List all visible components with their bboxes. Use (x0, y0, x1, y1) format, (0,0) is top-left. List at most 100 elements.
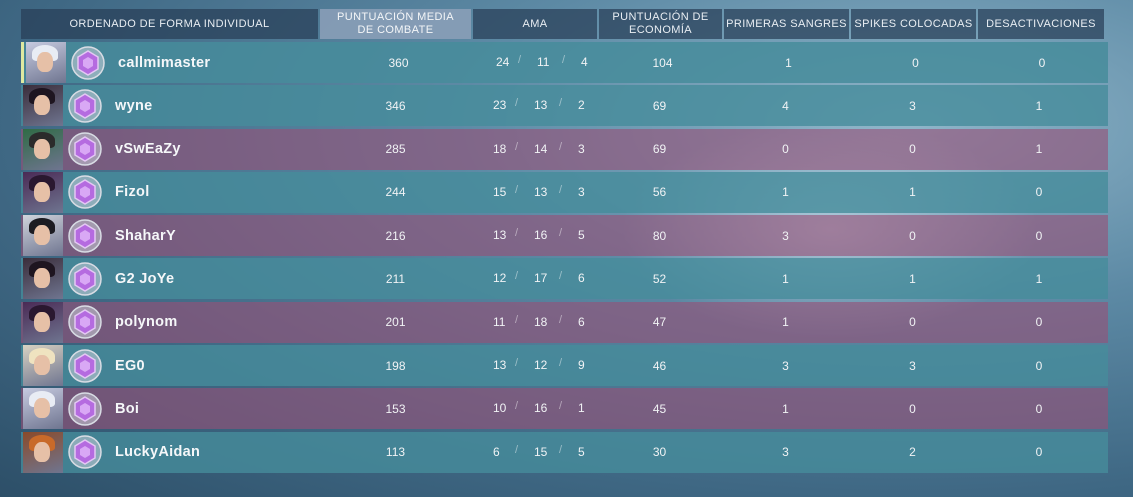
rank-emblem-icon (67, 174, 103, 210)
player-name: ShaharY (115, 227, 176, 244)
header-first-bloods[interactable]: PRIMERAS SANGRES (724, 9, 849, 39)
kills: 24 (496, 55, 510, 69)
player-row[interactable]: EG0 198 13 / 12 / 9 46 3 3 0 (21, 345, 1108, 387)
assists: 2 (578, 98, 585, 113)
deaths: 17 (534, 271, 548, 286)
kda-separator: / (559, 313, 563, 326)
kills: 10 (493, 401, 507, 416)
agent-face (37, 52, 53, 72)
player-row[interactable]: wyne 346 23 / 13 / 2 69 4 3 1 (21, 85, 1108, 127)
agent-portrait-icon (23, 431, 63, 473)
kda-cell: 18 / 14 / 3 (471, 129, 597, 170)
player-name: Fizol (115, 184, 150, 201)
kda-cell: 11 / 18 / 6 (471, 302, 597, 343)
player-row[interactable]: callmimaster 360 24 / 11 / 4 104 1 0 0 (21, 42, 1108, 83)
kda-separator: / (559, 443, 563, 456)
agent-face (34, 181, 50, 202)
header-player-sort[interactable]: ORDENADO DE FORMA INDIVIDUAL (21, 9, 318, 39)
kda-cell: 12 / 17 / 6 (471, 258, 597, 299)
kda-separator: / (559, 227, 563, 240)
player-row[interactable]: ShaharY 216 13 / 16 / 5 80 3 0 0 (21, 215, 1108, 257)
scoreboard-header: ORDENADO DE FORMA INDIVIDUAL PUNTUACIÓN … (21, 9, 1108, 39)
kda-separator: / (515, 140, 519, 153)
agent-portrait-icon (23, 258, 63, 300)
player-name: callmimaster (118, 54, 211, 71)
first-bloods: 3 (782, 228, 789, 243)
kda-cell: 13 / 12 / 9 (471, 345, 597, 386)
player-cell: wyne (21, 85, 320, 127)
player-row[interactable]: Boi 153 10 / 16 / 1 45 1 0 0 (21, 388, 1108, 430)
first-bloods: 1 (785, 55, 792, 70)
header-plants-label: SPIKES COLOCADAS (854, 17, 973, 30)
kda-cell: 15 / 13 / 3 (471, 172, 597, 213)
header-first-bloods-label: PRIMERAS SANGRES (726, 17, 847, 30)
rank-emblem-icon (67, 434, 103, 470)
combat-score: 198 (385, 358, 406, 373)
player-row[interactable]: vSwEaZy 285 18 / 14 / 3 69 0 0 1 (21, 128, 1108, 170)
header-economy[interactable]: PUNTUACIÓN DE ECONOMÍA (599, 9, 722, 39)
deaths: 14 (534, 141, 548, 156)
economy-score: 45 (652, 401, 667, 416)
rank-emblem-icon (67, 88, 103, 124)
assists: 5 (578, 444, 585, 459)
agent-portrait-icon (23, 301, 63, 343)
player-row[interactable]: polynom 201 11 / 18 / 6 47 1 0 0 (21, 301, 1108, 343)
kda-cell: 23 / 13 / 2 (471, 85, 597, 126)
player-row[interactable]: Fizol 244 15 / 13 / 3 56 1 1 0 (21, 171, 1108, 213)
player-cell: Boi (21, 388, 320, 430)
first-bloods: 1 (782, 315, 789, 330)
combat-score: 360 (388, 55, 409, 70)
assists: 4 (581, 55, 588, 69)
assists: 1 (578, 401, 585, 416)
kills: 12 (493, 271, 507, 286)
defuses: 0 (1035, 185, 1043, 200)
kills: 13 (493, 228, 507, 243)
kda-separator: / (518, 54, 522, 66)
economy-score: 56 (652, 185, 667, 200)
agent-face (34, 311, 50, 332)
rank-emblem-icon (67, 218, 103, 254)
first-bloods: 1 (782, 185, 789, 200)
combat-score: 113 (385, 445, 406, 460)
player-cell: vSwEaZy (21, 128, 320, 170)
scoreboard: ORDENADO DE FORMA INDIVIDUAL PUNTUACIÓN … (21, 9, 1108, 475)
agent-face (34, 268, 50, 289)
defuses: 0 (1038, 55, 1046, 70)
header-acs[interactable]: PUNTUACIÓN MEDIA DE COMBATE (320, 9, 471, 39)
plants: 1 (909, 185, 916, 200)
assists: 3 (578, 184, 585, 199)
header-plants[interactable]: SPIKES COLOCADAS (851, 9, 976, 39)
player-name: wyne (115, 97, 153, 114)
header-defuses-label: DESACTIVACIONES (986, 17, 1096, 30)
player-name: vSwEaZy (115, 141, 181, 158)
defuses: 0 (1035, 445, 1043, 460)
kda-separator: / (515, 97, 519, 110)
plants: 0 (909, 142, 916, 157)
defuses: 1 (1035, 98, 1043, 113)
deaths: 15 (534, 444, 548, 459)
assists: 9 (578, 358, 585, 373)
player-cell: LuckyAidan (21, 431, 320, 473)
deaths: 13 (534, 184, 548, 199)
scoreboard-rows: callmimaster 360 24 / 11 / 4 104 1 0 0 (21, 42, 1108, 473)
player-name: EG0 (115, 357, 145, 374)
header-kda[interactable]: AMA (473, 9, 597, 39)
first-bloods: 4 (782, 98, 789, 113)
rank-emblem-icon (67, 304, 103, 340)
combat-score: 285 (385, 142, 406, 157)
defuses: 0 (1035, 358, 1043, 373)
first-bloods: 3 (782, 445, 789, 460)
kda-separator: / (559, 183, 563, 196)
kda-separator: / (515, 183, 519, 196)
kda-separator: / (559, 270, 563, 283)
agent-portrait-icon (23, 215, 63, 257)
header-acs-line2: DE COMBATE (357, 24, 434, 36)
player-row[interactable]: G2 JoYe 211 12 / 17 / 6 52 1 1 1 (21, 258, 1108, 300)
kda-cell: 24 / 11 / 4 (474, 42, 600, 83)
agent-face (34, 398, 50, 419)
kda-separator: / (562, 54, 566, 66)
player-name: G2 JoYe (115, 270, 175, 287)
player-row[interactable]: LuckyAidan 113 6 / 15 / 5 30 3 2 0 (21, 431, 1108, 473)
player-cell: ShaharY (21, 215, 320, 257)
header-defuses[interactable]: DESACTIVACIONES (978, 9, 1104, 39)
